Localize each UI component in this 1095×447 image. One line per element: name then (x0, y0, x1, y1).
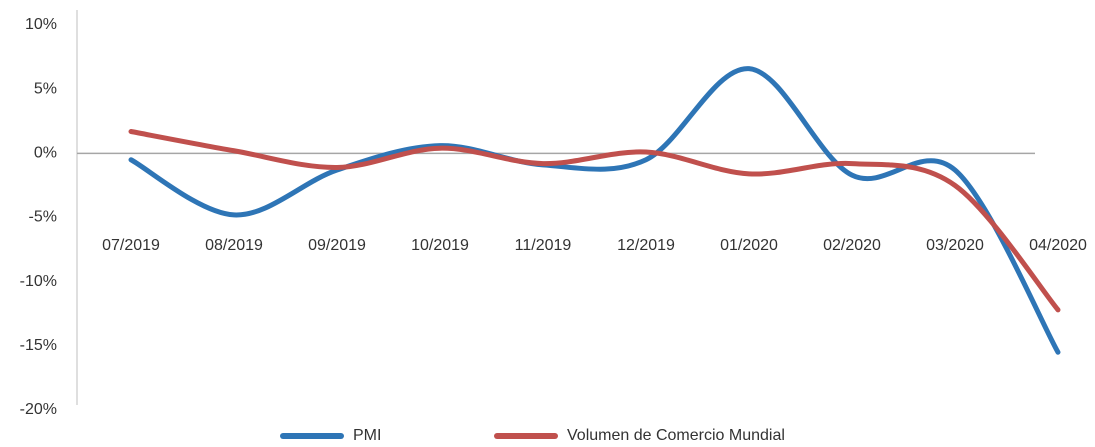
y-tick-label: -15% (20, 337, 57, 354)
y-tick-label: -20% (20, 401, 57, 418)
legend-label: PMI (353, 427, 381, 444)
y-tick-label: 5% (34, 80, 57, 97)
y-tick-label: 10% (25, 16, 57, 33)
x-tick-label: 09/2019 (308, 237, 366, 254)
x-tick-label: 08/2019 (205, 237, 263, 254)
x-tick-label: 10/2019 (411, 237, 469, 254)
legend-label: Volumen de Comercio Mundial (567, 427, 785, 444)
x-tick-label: 07/2019 (102, 237, 160, 254)
line-series (128, 66, 1061, 355)
y-tick-label: -5% (29, 209, 57, 226)
x-tick-label: 04/2020 (1029, 237, 1087, 254)
line-series (128, 129, 1061, 313)
y-tick-label: 0% (34, 145, 57, 162)
x-tick-label: 11/2019 (515, 237, 572, 254)
x-tick-label: 01/2020 (720, 237, 778, 254)
y-tick-label: -10% (20, 273, 57, 290)
x-tick-label: 12/2019 (617, 237, 675, 254)
x-tick-label: 02/2020 (823, 237, 881, 254)
x-tick-label: 03/2020 (926, 237, 984, 254)
